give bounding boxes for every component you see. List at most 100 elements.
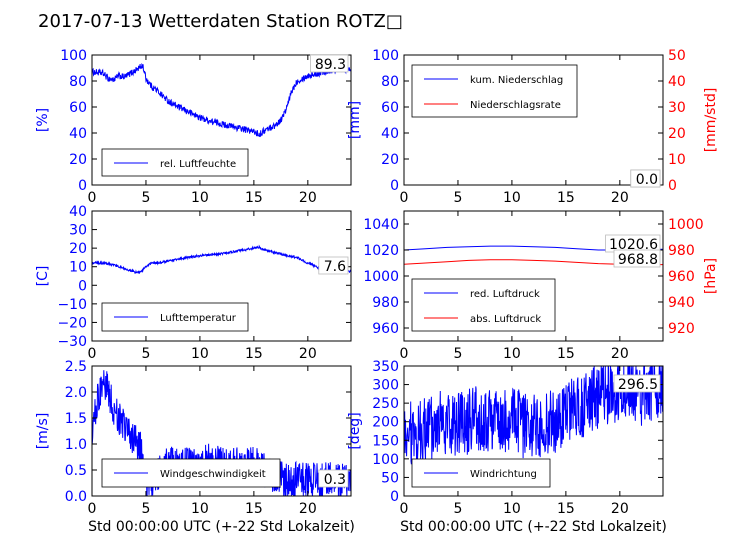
y-tick-label: 150 bbox=[372, 433, 399, 449]
y-tick-label: 0 bbox=[78, 178, 87, 194]
value-box bbox=[613, 374, 661, 393]
legend-label: Niederschlagsrate bbox=[470, 100, 561, 111]
x-tick-label: 5 bbox=[141, 346, 150, 362]
legend-temperature: Lufttemperatur bbox=[101, 302, 249, 332]
x-tick-label: 10 bbox=[191, 501, 209, 517]
x-tick-label: 15 bbox=[557, 501, 575, 517]
legend-label: rel. Luftfeuchte bbox=[160, 159, 236, 170]
y-tick-label: 0 bbox=[78, 278, 87, 294]
y-tick-label: 2.0 bbox=[65, 385, 87, 401]
value-box bbox=[630, 169, 661, 188]
value-label: 1020.6 bbox=[609, 237, 658, 253]
y-axis-label-right: [hPa] bbox=[703, 258, 719, 294]
y-axis-label: [deg] bbox=[347, 412, 363, 449]
x-tick-label: 10 bbox=[503, 346, 521, 362]
legend-label: red. Luftdruck bbox=[470, 289, 540, 300]
x-tick-label: 20 bbox=[611, 501, 629, 517]
x-tick-label: 0 bbox=[400, 346, 409, 362]
y-tick-label: 300 bbox=[372, 378, 399, 394]
y-right-tick-label: 20 bbox=[668, 126, 686, 142]
y-tick-label: 2.5 bbox=[65, 359, 87, 375]
axes-frame-humidity bbox=[91, 54, 352, 186]
y-tick-label: 60 bbox=[69, 100, 87, 116]
legend-box bbox=[411, 64, 578, 118]
y-tick-label: 20 bbox=[381, 152, 399, 168]
y-tick-label: 0 bbox=[390, 489, 399, 505]
panel-precipitation: 0 5 10 15 20 0 20 40 60 80 100 0 10 20 30 40 50 [mm] [mm/s… bbox=[347, 48, 719, 206]
value-box bbox=[613, 249, 661, 268]
x-tick-label: 15 bbox=[245, 346, 263, 362]
figure-title: 2017-07-13 Wetterdaten Station ROTZ□ bbox=[38, 11, 403, 32]
panel-temperature: 0 5 10 15 20 −30 −20 −10 0 10 20 30 40 [C] Lufttempera… bbox=[35, 204, 352, 362]
y-axis-label: [m/s] bbox=[35, 413, 51, 450]
series-line-wind-speed-0 bbox=[92, 370, 351, 496]
x-tick-label: 0 bbox=[400, 190, 409, 206]
value-label: 968.8 bbox=[618, 252, 658, 268]
x-tick-label: 0 bbox=[88, 346, 97, 362]
y-right-tick-label: 0 bbox=[668, 178, 677, 194]
y-tick-label: 1040 bbox=[363, 217, 399, 233]
y-tick-label: 100 bbox=[372, 48, 399, 64]
legend-pressure: red. Luftdruck abs. Luftdruck bbox=[411, 278, 556, 332]
y-right-tick-label: 1000 bbox=[668, 217, 704, 233]
legend-label: abs. Luftdruck bbox=[470, 314, 541, 325]
y-tick-label: 40 bbox=[69, 126, 87, 142]
y-tick-label: 30 bbox=[69, 223, 87, 239]
x-tick-label: 10 bbox=[503, 190, 521, 206]
y-tick-label: 1020 bbox=[363, 243, 399, 259]
y-tick-label: 20 bbox=[69, 241, 87, 257]
x-tick-label: 15 bbox=[557, 190, 575, 206]
x-tick-label: 5 bbox=[453, 346, 462, 362]
y-tick-label: 250 bbox=[372, 396, 399, 412]
y-tick-label: 0 bbox=[390, 178, 399, 194]
value-label: 0.3 bbox=[324, 472, 346, 488]
y-tick-label: 100 bbox=[60, 48, 87, 64]
x-tick-label: 10 bbox=[191, 346, 209, 362]
x-tick-label: 20 bbox=[299, 190, 317, 206]
x-axis-label: Std 00:00:00 UTC (+-22 Std Lokalzeit) bbox=[400, 519, 667, 535]
y-tick-label: 960 bbox=[372, 321, 399, 337]
value-label: 0.0 bbox=[636, 172, 658, 188]
y-tick-label: −10 bbox=[57, 297, 87, 313]
x-tick-label: 5 bbox=[453, 501, 462, 517]
x-axis-label: Std 00:00:00 UTC (+-22 Std Lokalzeit) bbox=[88, 519, 355, 535]
y-tick-label: 200 bbox=[372, 415, 399, 431]
legend-box bbox=[411, 278, 556, 332]
y-tick-label: 0.5 bbox=[65, 463, 87, 479]
x-tick-label: 20 bbox=[611, 346, 629, 362]
panel-pressure: 0 5 10 15 20 960 980 1000 1020 1040 920 940 960 980 10… bbox=[363, 210, 719, 362]
axes-frame-wind-direction bbox=[403, 365, 664, 497]
y-axis-label-right: [mm/std] bbox=[703, 88, 719, 153]
x-tick-label: 20 bbox=[299, 346, 317, 362]
legend-precipitation: kum. Niederschlag Niederschlagsrate bbox=[411, 64, 578, 118]
x-tick-label: 5 bbox=[141, 190, 150, 206]
value-box bbox=[318, 469, 349, 488]
x-tick-label: 20 bbox=[611, 190, 629, 206]
value-box bbox=[309, 54, 349, 73]
panel-humidity: 0 5 10 15 20 0 20 40 60 80 100 [%] rel. Luftfeuchte 8… bbox=[35, 48, 352, 206]
axes-frame-precipitation bbox=[403, 54, 664, 186]
legend-label: Windgeschwindigkeit bbox=[160, 469, 266, 480]
legend-label: Windrichtung bbox=[470, 469, 537, 480]
y-tick-label: 1.0 bbox=[65, 437, 87, 453]
legend-label: kum. Niederschlag bbox=[470, 75, 563, 86]
y-right-tick-label: 940 bbox=[668, 295, 695, 311]
y-axis-label: [mm] bbox=[347, 101, 363, 139]
y-tick-label: 80 bbox=[381, 74, 399, 90]
y-right-tick-label: 30 bbox=[668, 100, 686, 116]
y-axis-label: [%] bbox=[35, 108, 51, 132]
y-right-tick-label: 980 bbox=[668, 243, 695, 259]
legend-wind-speed: Windgeschwindigkeit bbox=[101, 458, 281, 488]
x-tick-label: 0 bbox=[88, 501, 97, 517]
x-tick-label: 20 bbox=[299, 501, 317, 517]
value-box bbox=[318, 256, 349, 275]
axes-frame-wind-speed bbox=[91, 365, 352, 497]
y-tick-label: 20 bbox=[69, 152, 87, 168]
value-label: 7.6 bbox=[324, 259, 346, 275]
y-tick-label: −20 bbox=[57, 315, 87, 331]
legend-humidity: rel. Luftfeuchte bbox=[101, 148, 249, 177]
x-tick-label: 15 bbox=[245, 501, 263, 517]
y-tick-label: 1000 bbox=[363, 269, 399, 285]
y-tick-label: 10 bbox=[69, 260, 87, 276]
